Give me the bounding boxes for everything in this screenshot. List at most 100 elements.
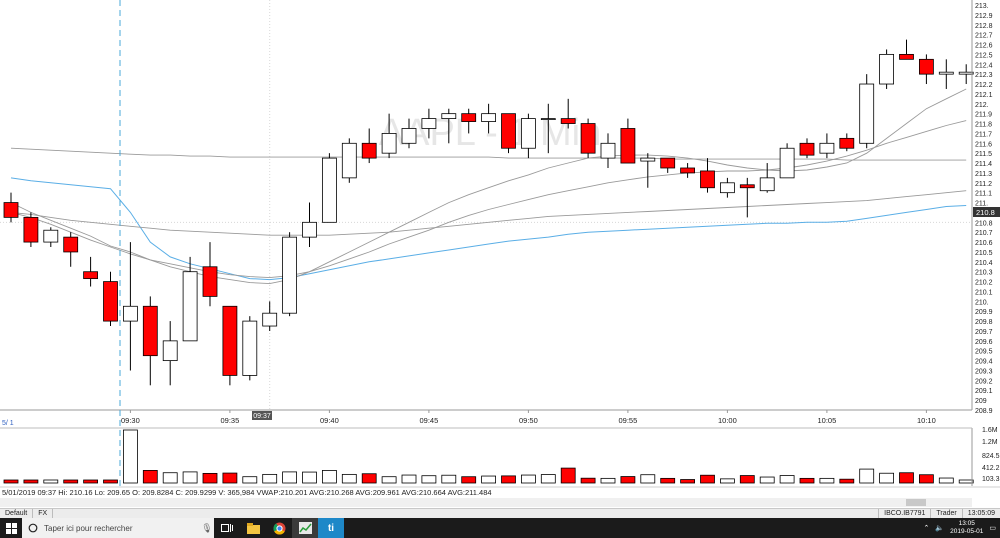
volume-bar[interactable] xyxy=(501,475,516,484)
trading-app-icon[interactable] xyxy=(292,518,318,538)
candle[interactable] xyxy=(859,74,875,149)
volume-bar[interactable] xyxy=(899,472,914,484)
candle[interactable] xyxy=(123,242,138,371)
candle[interactable] xyxy=(142,296,158,386)
candle[interactable] xyxy=(381,113,397,159)
taskbar-clock[interactable]: 13:05 2019-05-01 xyxy=(950,520,983,536)
candle[interactable] xyxy=(660,157,676,173)
candle[interactable] xyxy=(620,118,636,164)
volume-bar[interactable] xyxy=(580,477,596,484)
volume-bar[interactable] xyxy=(103,479,118,484)
volume-bar[interactable] xyxy=(321,470,337,484)
volume-bar[interactable] xyxy=(3,479,19,484)
volume-bar[interactable] xyxy=(938,477,954,484)
volume-bar[interactable] xyxy=(839,478,855,484)
volume-bar[interactable] xyxy=(341,473,357,484)
candle[interactable] xyxy=(162,321,178,386)
tab-fx[interactable]: FX xyxy=(33,509,54,518)
volume-layer[interactable] xyxy=(3,429,974,484)
candle[interactable] xyxy=(521,113,536,159)
file-explorer-icon[interactable] xyxy=(240,518,266,538)
candle[interactable] xyxy=(262,301,278,331)
volume-bar[interactable] xyxy=(620,476,636,484)
candle[interactable] xyxy=(919,54,934,85)
candle[interactable] xyxy=(3,192,19,223)
price-chart[interactable]: AAPL - 1 Min 213.212.9212.8212.7212.6212… xyxy=(0,0,1000,508)
volume-bar[interactable] xyxy=(142,470,158,484)
volume-axis[interactable]: 1.6M 1.2M 824.5K 412.2K 103.3K xyxy=(971,427,1000,486)
volume-bar[interactable] xyxy=(302,471,317,484)
volume-bar[interactable] xyxy=(421,475,437,484)
candle[interactable] xyxy=(23,212,39,248)
task-view-icon[interactable] xyxy=(214,518,240,538)
candle[interactable] xyxy=(899,39,914,60)
volume-bar[interactable] xyxy=(361,473,377,484)
volume-bar[interactable] xyxy=(560,467,576,484)
volume-bar[interactable] xyxy=(63,479,79,484)
volume-bar[interactable] xyxy=(83,479,98,484)
candle[interactable] xyxy=(421,108,437,139)
price-axis[interactable]: 213. 212.9 212.8 212.7 212.6 212.5 212.4 212.3 2… xyxy=(971,0,993,415)
volume-bar[interactable] xyxy=(381,476,397,484)
candle[interactable] xyxy=(819,133,835,159)
candle[interactable] xyxy=(879,49,894,89)
candle[interactable] xyxy=(839,133,855,152)
volume-bar[interactable] xyxy=(162,472,178,484)
candle[interactable] xyxy=(700,158,715,193)
volume-bar[interactable] xyxy=(123,429,138,484)
tray-speaker-icon[interactable]: 🔈 xyxy=(935,525,945,532)
volume-bar[interactable] xyxy=(461,476,477,484)
volume-bar[interactable] xyxy=(919,474,934,484)
volume-bar[interactable] xyxy=(720,478,735,484)
candle[interactable] xyxy=(501,113,516,154)
horizontal-scrollbar[interactable] xyxy=(0,498,972,507)
candle[interactable] xyxy=(222,305,238,386)
candle[interactable] xyxy=(720,177,735,198)
start-button[interactable] xyxy=(0,518,22,538)
candle[interactable] xyxy=(341,138,357,183)
volume-bar[interactable] xyxy=(700,474,715,484)
candle[interactable] xyxy=(461,108,477,134)
candle[interactable] xyxy=(242,316,258,381)
scale-indicator[interactable]: 5/ 1 xyxy=(2,420,14,427)
candle[interactable] xyxy=(361,128,377,164)
time-axis[interactable]: 09:30 09:35 09:40 09:45 09:50 09:55 10:00 10:05… xyxy=(0,409,972,425)
taskbar-search-box[interactable]: Taper ici pour rechercher 🎙 xyxy=(22,518,214,538)
volume-bar[interactable] xyxy=(879,472,894,484)
scrollbar-thumb[interactable] xyxy=(906,499,926,506)
volume-bar[interactable] xyxy=(43,479,59,484)
volume-bar[interactable] xyxy=(958,479,974,484)
volume-bar[interactable] xyxy=(660,477,676,484)
volume-bar[interactable] xyxy=(759,476,775,484)
candle[interactable] xyxy=(83,256,98,287)
volume-bar[interactable] xyxy=(600,477,616,484)
candle[interactable] xyxy=(182,256,198,342)
candle[interactable] xyxy=(759,163,775,193)
microphone-icon[interactable]: 🎙 xyxy=(201,522,213,533)
volume-bar[interactable] xyxy=(521,474,536,484)
volume-bar[interactable] xyxy=(819,477,835,484)
volume-bar[interactable] xyxy=(282,471,298,484)
candle[interactable] xyxy=(43,227,59,248)
candle[interactable] xyxy=(321,153,337,223)
candle[interactable] xyxy=(441,108,457,144)
candle[interactable] xyxy=(103,271,118,327)
volume-bar[interactable] xyxy=(799,477,815,484)
tab-default[interactable]: Default xyxy=(0,509,34,518)
candle[interactable] xyxy=(799,138,815,159)
volume-bar[interactable] xyxy=(401,474,417,484)
candle[interactable] xyxy=(640,153,656,188)
candle[interactable] xyxy=(401,118,417,149)
candle[interactable] xyxy=(302,202,317,248)
candle[interactable] xyxy=(739,177,755,218)
volume-bar[interactable] xyxy=(481,475,497,484)
candle[interactable] xyxy=(202,242,218,307)
candle[interactable] xyxy=(600,133,616,168)
candle[interactable] xyxy=(540,103,556,154)
volume-bar[interactable] xyxy=(680,479,695,484)
volume-bar[interactable] xyxy=(182,471,198,484)
volume-bar[interactable] xyxy=(262,473,278,484)
volume-bar[interactable] xyxy=(779,475,795,484)
candle[interactable] xyxy=(580,118,596,159)
volume-bar[interactable] xyxy=(640,474,656,484)
